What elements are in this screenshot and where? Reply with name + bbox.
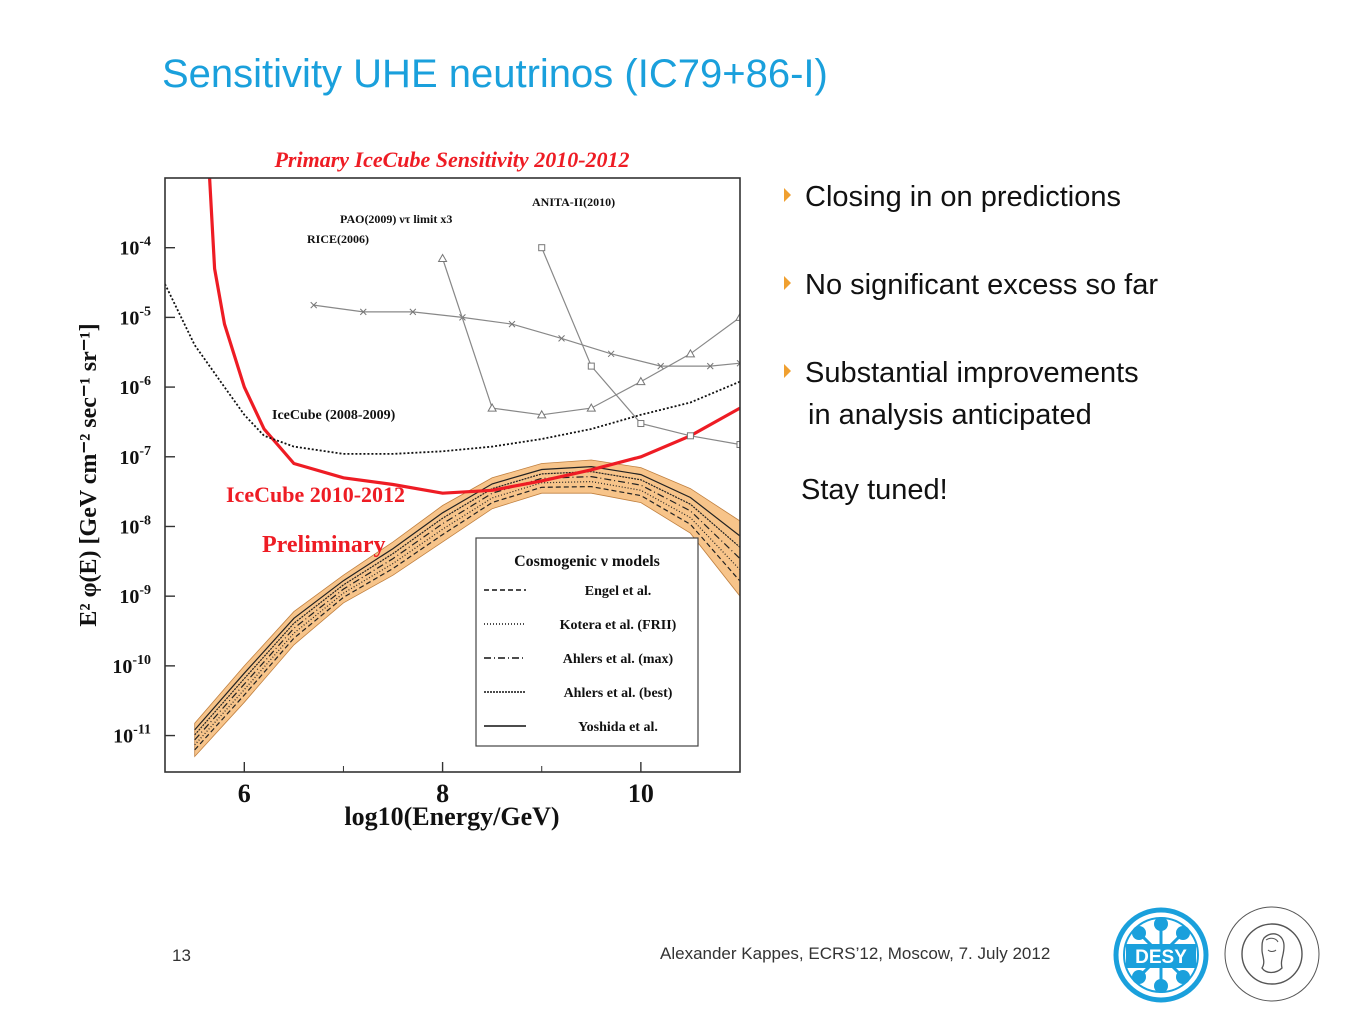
desy-logo: DESY xyxy=(1112,906,1210,1009)
model-curve xyxy=(194,470,740,736)
stay-tuned-text: Stay tuned! xyxy=(801,474,948,506)
model-curve xyxy=(194,465,740,731)
legend-entry-label: Yoshida et al. xyxy=(578,720,658,735)
data-point xyxy=(636,376,646,386)
bullet-marker-icon xyxy=(784,364,791,378)
footer-text: Alexander Kappes, ECRS’12, Moscow, 7. Ju… xyxy=(660,944,1051,963)
x-tick-label: 6 xyxy=(238,779,251,808)
y-tick-label: 10-4 xyxy=(119,235,151,260)
x-tick-label: 8 xyxy=(436,779,449,808)
bullet-text: Substantial improvements xyxy=(805,357,1139,389)
bullet-marker-icon xyxy=(784,276,791,290)
legend-entry-label: Kotera et al. (FRII) xyxy=(560,618,677,633)
chart-legend: Cosmogenic ν models Engel et al. Kotera e… xyxy=(475,537,699,747)
page-number: 13 xyxy=(172,946,191,965)
annotation-preliminary: Preliminary xyxy=(262,532,386,558)
bullet-item: Closing in on predictions xyxy=(784,176,1121,218)
y-tick-label: 10-9 xyxy=(119,583,151,608)
chart-title: Primary IceCube Sensitivity 2010-2012 xyxy=(273,147,629,172)
data-point xyxy=(686,432,694,440)
data-point xyxy=(607,350,615,358)
data-point xyxy=(735,312,740,321)
y-axis-label: E² φ(E) [GeV cm⁻² sec⁻¹ sr⁻¹] xyxy=(76,323,102,626)
model-curve xyxy=(194,480,740,746)
slide-title: Sensitivity UHE neutrinos (IC79+86-I) xyxy=(162,52,828,96)
data-point xyxy=(736,359,740,367)
legend-title: Cosmogenic ν models xyxy=(514,553,660,570)
y-tick-label: 10-6 xyxy=(119,374,151,399)
y-tick-label: 10-10 xyxy=(112,653,151,678)
cosmogenic-model-band xyxy=(194,459,740,758)
bullet-text: No significant excess so far xyxy=(805,269,1158,301)
series-line xyxy=(208,178,740,495)
series-label: IceCube (2008-2009) xyxy=(272,408,396,423)
series-line xyxy=(313,304,740,367)
y-tick-label: 10-8 xyxy=(119,513,151,538)
data-point xyxy=(657,362,665,370)
model-curve xyxy=(194,485,740,751)
x-tick-label: 10 xyxy=(628,779,654,808)
bullet-text: Closing in on predictions xyxy=(805,181,1121,213)
bullet-item: Substantial improvements in analysis ant… xyxy=(784,352,1139,436)
series-label: IceCube 2010-2012 xyxy=(226,482,405,507)
y-tick-label: 10-5 xyxy=(119,304,151,329)
bullet-marker-icon xyxy=(784,188,791,202)
series-label: ANITA-II(2010) xyxy=(532,195,615,209)
data-point xyxy=(437,253,448,262)
data-point xyxy=(359,308,367,316)
data-point xyxy=(587,362,595,370)
sensitivity-chart: Primary IceCube Sensitivity 2010-2012 6 8… xyxy=(70,140,746,842)
data-point xyxy=(409,308,417,316)
plot-frame xyxy=(164,177,741,773)
svg-text:DESY: DESY xyxy=(1135,947,1187,968)
data-point xyxy=(706,362,714,370)
series-label: PAO(2009) ντ limit x3 xyxy=(340,212,452,226)
data-point xyxy=(508,320,516,328)
data-point xyxy=(637,420,645,428)
series-line xyxy=(442,258,740,416)
x-axis-label: log10(Energy/GeV) xyxy=(344,802,559,831)
data-point xyxy=(685,348,696,358)
bullet-item: No significant excess so far xyxy=(784,264,1158,306)
humboldt-university-seal-icon xyxy=(1222,904,1322,1009)
legend-entry-label: Engel et al. xyxy=(585,584,652,599)
data-point xyxy=(586,403,597,412)
y-tick-label: 10-7 xyxy=(119,444,151,469)
series-label: RICE(2006) xyxy=(307,232,369,246)
model-curve xyxy=(194,475,740,741)
data-point xyxy=(736,441,740,449)
bullet-text-continued: in analysis anticipated xyxy=(808,399,1092,431)
legend-entry-label: Ahlers et al. (best) xyxy=(564,686,673,701)
data-point xyxy=(558,335,565,342)
legend-entry-label: Ahlers et al. (max) xyxy=(563,652,674,667)
data-point xyxy=(538,244,546,252)
data-point xyxy=(536,409,547,419)
series-line xyxy=(165,283,740,455)
data-point xyxy=(310,301,318,309)
data-point xyxy=(487,403,498,412)
y-tick-label: 10-11 xyxy=(113,723,151,748)
